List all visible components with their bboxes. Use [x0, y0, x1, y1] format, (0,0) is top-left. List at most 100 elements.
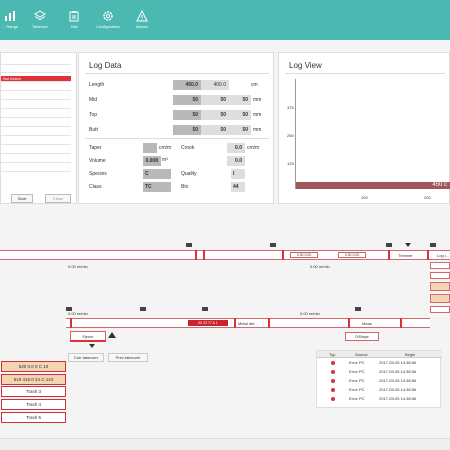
mid-value-1: 50	[173, 95, 201, 105]
mid-value-2: 50	[201, 95, 229, 105]
alarm-begin: 2017-05-05 14:38:56	[379, 387, 417, 392]
list-row[interactable]	[1, 112, 71, 118]
alarm-row[interactable]: Error PC 2017-05-05 14:38:56	[317, 377, 442, 385]
alarm-row[interactable]: Error PC 2017-05-05 14:38:56	[317, 359, 442, 367]
list-row[interactable]	[1, 67, 71, 73]
species-value: C	[143, 169, 171, 179]
error-icon	[331, 361, 335, 365]
length-unit: cm	[251, 82, 258, 88]
alarm-source: Error PC	[349, 369, 365, 374]
ejector-button[interactable]: Ejector	[70, 331, 106, 342]
error-icon	[331, 379, 335, 383]
sensor-marker	[140, 307, 146, 311]
top-unit: mm	[253, 112, 262, 118]
close-button[interactable]: Close	[45, 194, 71, 203]
track-divider	[203, 250, 205, 260]
speed-readout: 0.00 m/min	[310, 264, 330, 269]
log-bar: 450 c	[296, 182, 450, 189]
sensor-marker	[202, 307, 208, 311]
top-value-1: 50	[173, 110, 201, 120]
length-value-1: 450.0	[173, 80, 201, 90]
trash-slot[interactable]: Trash 4	[1, 399, 66, 410]
volume-label: Volume	[89, 158, 106, 164]
track-divider	[282, 250, 284, 260]
class-value: TC	[143, 182, 171, 192]
main-toolbar: ... Range Takeover Test Configuration Al…	[0, 0, 450, 40]
toolbar-alarms-button[interactable]: Alarms	[124, 10, 160, 29]
list-row[interactable]	[1, 166, 71, 172]
sensor-marker	[355, 307, 361, 311]
track-divider	[388, 250, 390, 260]
mid-unit: mm	[253, 97, 262, 103]
track-divider	[70, 318, 72, 328]
trash-slot[interactable]: Trash 3	[1, 386, 66, 397]
not-active-row[interactable]: Not Active	[1, 76, 71, 82]
log-view-panel: Log View 450 c 375 250 125 100 200	[278, 52, 450, 204]
crook-value: 0.0	[227, 143, 245, 153]
x-tick: 100	[361, 195, 368, 200]
sensor-marker	[186, 243, 192, 247]
metal-detector-label: Metal det	[238, 321, 255, 326]
log-on-conveyor[interactable]: 00 23 77 A 1	[188, 320, 228, 326]
taper-value	[143, 143, 157, 153]
divider	[85, 73, 269, 74]
trash-slot[interactable]: Trash 5	[1, 412, 66, 423]
column-header: Begin	[405, 352, 416, 357]
mid-label: Mid	[89, 97, 98, 103]
list-row[interactable]	[1, 139, 71, 145]
column-header: Typ	[329, 352, 336, 357]
alarm-row[interactable]: Error PC 2017-05-05 14:38:56	[317, 386, 442, 394]
toolbar-test-button[interactable]: Test	[56, 10, 92, 29]
top-label: Top	[89, 112, 98, 118]
taper-unit: cm/m	[159, 145, 172, 151]
speed-readout: 0.00 m/min	[68, 311, 88, 316]
alarm-source: Error PC	[349, 387, 365, 392]
track-divider	[427, 250, 429, 260]
current-takeover-button[interactable]: Curr takeover	[68, 353, 104, 362]
list-row[interactable]	[1, 103, 71, 109]
alarm-table-header: Typ Source Begin	[317, 351, 442, 358]
list-row[interactable]	[1, 121, 71, 127]
alarm-table: Typ Source Begin Error PC 2017-05-05 14:…	[316, 350, 442, 408]
direction-arrow-icon	[405, 243, 411, 247]
list-row[interactable]	[1, 148, 71, 154]
quality-label: Quality	[181, 171, 197, 177]
chart-icon	[5, 11, 15, 21]
toolbar-takeover-label: Takeover	[31, 24, 49, 29]
warning-icon	[136, 10, 148, 22]
error-icon	[331, 388, 335, 392]
trash-slot[interactable]: 519 415.0 24 C 144	[1, 374, 66, 385]
length-value-2: 400.0	[201, 80, 229, 90]
list-row[interactable]	[1, 157, 71, 163]
butt-value-3: 50	[229, 125, 251, 135]
log-segment[interactable]: 0.00 0.00	[338, 252, 366, 258]
toolbar-configuration-button[interactable]: Configuration	[90, 10, 126, 29]
bin-label: Bin	[181, 184, 189, 190]
mid-value-3: 50	[229, 95, 251, 105]
log-data-panel: Log Data Length 450.0 400.0 cm Mid 50 50…	[78, 52, 274, 204]
toolbar-range-button[interactable]: ... Range	[0, 10, 28, 29]
log-segment[interactable]: 0.00 0.00	[290, 252, 318, 258]
dshape-button[interactable]: DiShape	[345, 332, 379, 341]
alarm-source: Error PC	[349, 360, 365, 365]
log-data-title: Log Data	[89, 61, 122, 70]
list-row[interactable]	[1, 94, 71, 100]
alarm-row[interactable]: Error PC 2017-05-05 14:38:56	[317, 395, 442, 403]
list-row[interactable]	[1, 59, 71, 65]
alarm-row[interactable]: Error PC 2017-05-05 14:38:56	[317, 368, 442, 376]
quality-value: I	[231, 169, 245, 179]
speed-readout: 0.00 m/min	[68, 264, 88, 269]
list-row[interactable]	[1, 85, 71, 91]
status-bar	[0, 438, 450, 450]
list-row[interactable]	[1, 130, 71, 136]
volume-right-value: 0.0	[227, 156, 245, 166]
outfeed-stack	[430, 262, 450, 322]
toolbar-takeover-button[interactable]: Takeover	[22, 10, 58, 29]
error-icon	[331, 397, 335, 401]
butt-value-2: 50	[201, 125, 229, 135]
toolbar-range-label: ... Range	[1, 24, 19, 29]
previous-takeover-button[interactable]: Prev takeover	[108, 353, 148, 362]
start-button[interactable]: Start	[11, 194, 33, 203]
trash-slot[interactable]: 520 0.0 0 C 10	[1, 361, 66, 372]
sensor-marker	[430, 243, 436, 247]
